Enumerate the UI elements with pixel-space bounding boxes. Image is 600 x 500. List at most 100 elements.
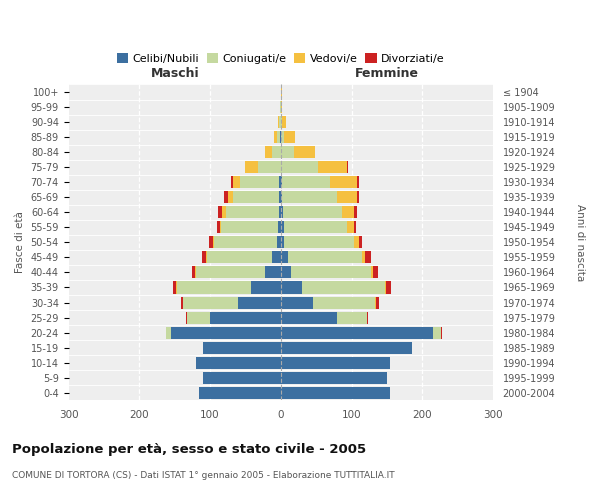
Bar: [281, 176, 282, 188]
Bar: [214, 236, 277, 248]
Bar: [282, 176, 331, 188]
Bar: [265, 146, 272, 158]
Bar: [347, 161, 348, 173]
Bar: [277, 236, 281, 248]
Bar: [192, 266, 195, 278]
Bar: [433, 326, 442, 338]
Bar: [281, 326, 433, 338]
Bar: [187, 312, 210, 324]
Bar: [202, 252, 206, 264]
Bar: [282, 192, 337, 203]
Bar: [281, 236, 284, 248]
Text: COMUNE DI TORTORA (CS) - Dati ISTAT 1° gennaio 2005 - Elaborazione TUTTITALIA.IT: COMUNE DI TORTORA (CS) - Dati ISTAT 1° g…: [12, 470, 395, 480]
Bar: [265, 266, 281, 278]
Bar: [293, 146, 315, 158]
Bar: [373, 266, 379, 278]
Text: Femmine: Femmine: [355, 67, 419, 80]
Bar: [376, 296, 379, 308]
Text: Maschi: Maschi: [151, 67, 199, 80]
Bar: [288, 252, 362, 264]
Bar: [258, 161, 281, 173]
Bar: [359, 236, 362, 248]
Bar: [277, 131, 280, 143]
Bar: [272, 252, 281, 264]
Bar: [238, 296, 281, 308]
Bar: [347, 222, 353, 234]
Bar: [181, 296, 183, 308]
Bar: [357, 192, 359, 203]
Bar: [221, 222, 278, 234]
Bar: [199, 386, 281, 399]
Bar: [337, 192, 357, 203]
Bar: [281, 372, 387, 384]
Bar: [281, 342, 412, 353]
Bar: [281, 252, 288, 264]
Bar: [210, 312, 281, 324]
Bar: [224, 192, 228, 203]
Bar: [357, 176, 359, 188]
Bar: [176, 282, 177, 294]
Bar: [353, 222, 356, 234]
Bar: [203, 342, 281, 353]
Y-axis label: Fasce di età: Fasce di età: [15, 212, 25, 274]
Bar: [280, 192, 281, 203]
Bar: [337, 312, 367, 324]
Bar: [362, 252, 365, 264]
Bar: [353, 236, 359, 248]
Bar: [283, 206, 341, 218]
Bar: [385, 282, 386, 294]
Bar: [274, 131, 277, 143]
Bar: [302, 282, 385, 294]
Bar: [365, 252, 371, 264]
Bar: [313, 296, 375, 308]
Bar: [317, 161, 347, 173]
Bar: [281, 206, 283, 218]
Bar: [280, 176, 281, 188]
Bar: [281, 131, 284, 143]
Bar: [217, 222, 220, 234]
Bar: [233, 176, 241, 188]
Bar: [281, 161, 317, 173]
Bar: [183, 296, 238, 308]
Bar: [331, 176, 357, 188]
Bar: [281, 116, 282, 128]
Bar: [171, 326, 281, 338]
Bar: [281, 296, 313, 308]
Bar: [375, 296, 376, 308]
Bar: [203, 372, 281, 384]
Bar: [355, 206, 357, 218]
Bar: [196, 266, 265, 278]
Bar: [226, 206, 278, 218]
Bar: [281, 192, 282, 203]
Bar: [341, 206, 355, 218]
Bar: [272, 146, 281, 158]
Bar: [278, 116, 281, 128]
Y-axis label: Anni di nascita: Anni di nascita: [575, 204, 585, 281]
Bar: [233, 192, 280, 203]
Bar: [281, 386, 391, 399]
Bar: [230, 176, 233, 188]
Bar: [218, 206, 222, 218]
Bar: [292, 266, 371, 278]
Bar: [173, 282, 176, 294]
Bar: [245, 161, 258, 173]
Bar: [367, 312, 368, 324]
Bar: [196, 356, 281, 368]
Bar: [281, 146, 293, 158]
Bar: [209, 236, 213, 248]
Bar: [220, 222, 221, 234]
Bar: [222, 206, 226, 218]
Bar: [280, 131, 281, 143]
Bar: [284, 222, 347, 234]
Bar: [251, 282, 281, 294]
Bar: [284, 236, 353, 248]
Bar: [228, 192, 233, 203]
Bar: [281, 222, 284, 234]
Bar: [241, 176, 280, 188]
Bar: [186, 312, 187, 324]
Bar: [281, 282, 302, 294]
Bar: [195, 266, 196, 278]
Bar: [371, 266, 373, 278]
Bar: [284, 131, 295, 143]
Bar: [282, 116, 286, 128]
